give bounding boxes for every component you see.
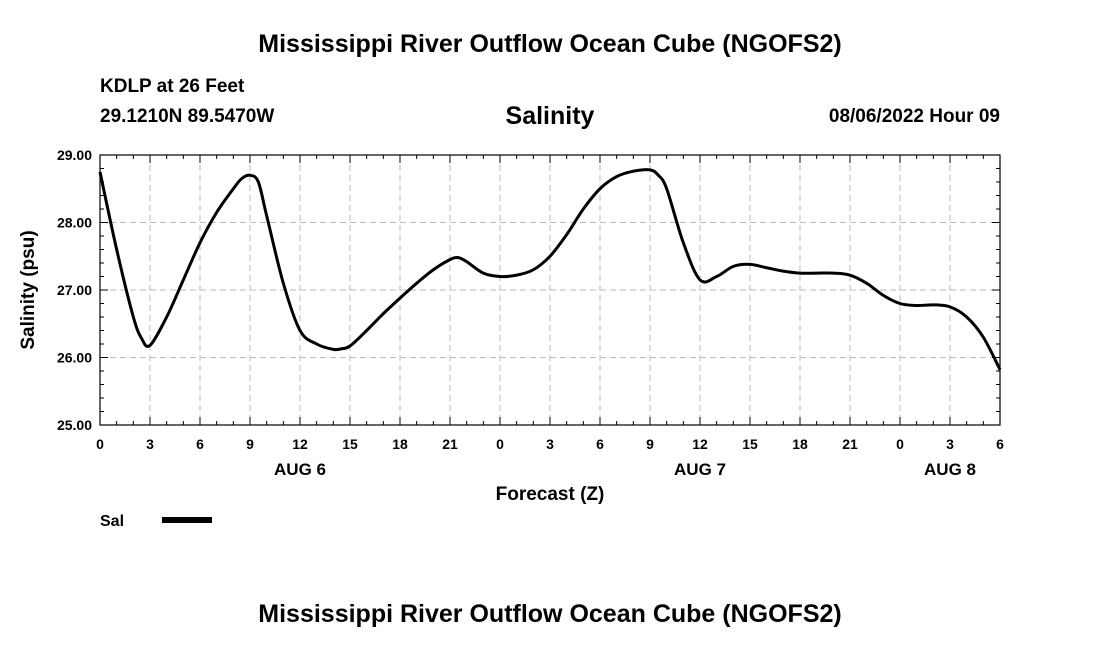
x-tick-label: 21 [842,436,858,452]
y-tick-label: 28.00 [57,215,92,231]
x-tick-label: 15 [742,436,758,452]
date-label: AUG 6 [274,460,326,479]
x-axis-label: Forecast (Z) [496,484,605,505]
x-tick-label: 6 [196,436,204,452]
chart-title: Salinity [506,102,595,130]
date-label: AUG 8 [924,460,976,479]
x-tick-label: 0 [96,436,104,452]
y-tick-label: 26.00 [57,350,92,366]
x-tick-label: 15 [342,436,358,452]
x-tick-label: 0 [496,436,504,452]
x-tick-label: 9 [646,436,654,452]
location-coordinates: 29.1210N 89.5470W [100,106,275,127]
x-tick-label: 9 [246,436,254,452]
x-tick-label: 21 [442,436,458,452]
y-tick-label: 27.00 [57,282,92,298]
x-tick-label: 12 [292,436,308,452]
legend-label: Sal [100,513,124,530]
forecast-timestamp: 08/06/2022 Hour 09 [828,106,1000,127]
x-tick-label: 3 [946,436,954,452]
x-tick-label: 6 [596,436,604,452]
x-tick-label: 0 [896,436,904,452]
x-tick-label: 6 [996,436,1004,452]
footer-title: Mississippi River Outflow Ocean Cube (NG… [258,600,842,628]
station-label: KDLP at 26 Feet [100,76,245,97]
x-tick-label: 3 [546,436,554,452]
y-tick-label: 25.00 [57,417,92,433]
x-tick-label: 12 [692,436,708,452]
y-axis-label: Salinity (psu) [18,230,39,349]
grid-layer [100,155,1000,425]
chart-main-title: Mississippi River Outflow Ocean Cube (NG… [258,30,842,58]
date-label: AUG 7 [674,460,726,479]
y-tick-label: 29.00 [57,147,92,163]
x-tick-label: 18 [792,436,808,452]
tick-label-layer: 0 3 6 9 12 15 18 21 0 3 6 9 12 15 18 21 0 3 6 AUG 6 AUG 7 AUG… [57,147,1004,479]
data-point-layer [99,169,1001,370]
x-tick-label: 18 [392,436,408,452]
x-tick-label: 3 [146,436,154,452]
